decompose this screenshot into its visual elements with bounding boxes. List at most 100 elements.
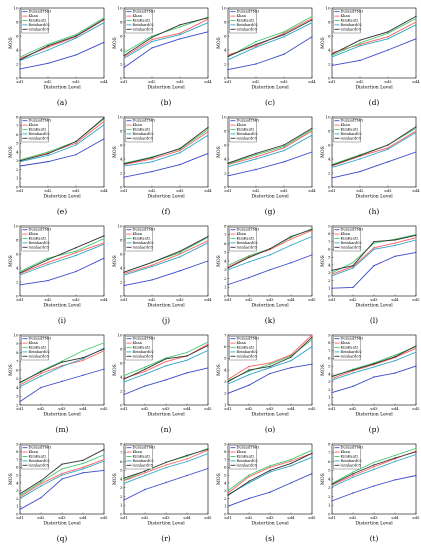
- y-axis-label: MOS: [216, 255, 222, 267]
- data-point: [311, 338, 313, 341]
- x-axis-label: Distortion Level: [147, 194, 185, 200]
- series-line-reinhard02: [227, 22, 313, 61]
- data-point: [394, 239, 396, 241]
- data-point: [373, 366, 375, 368]
- y-tick-label: 5: [16, 141, 19, 146]
- data-point: [352, 372, 354, 374]
- data-point: [331, 166, 333, 169]
- data-point: [103, 448, 105, 451]
- legend-box: [21, 227, 49, 252]
- data-point: [394, 354, 396, 356]
- data-point: [311, 134, 313, 136]
- legend-entry: reinhard05: [237, 245, 258, 249]
- data-point: [227, 283, 229, 286]
- data-point: [290, 462, 292, 465]
- data-point: [186, 359, 188, 361]
- x-tick-label: sd2: [37, 406, 45, 411]
- data-point: [227, 379, 229, 382]
- panel-label: (l): [370, 316, 378, 325]
- series-line-reinhard05: [331, 16, 417, 55]
- x-tick-label: sd2: [349, 515, 357, 520]
- y-axis-label: MOS: [112, 37, 118, 49]
- y-tick-label: 4: [224, 480, 227, 485]
- data-point: [179, 256, 181, 258]
- x-tick-label: sd5: [412, 406, 420, 411]
- data-point: [283, 36, 285, 38]
- legend-box: [229, 118, 257, 143]
- y-tick-label: 6: [16, 465, 19, 470]
- data-point: [311, 336, 313, 339]
- y-axis-ticks: 0 2 4 6 8 10: [221, 114, 230, 189]
- series-line-reinhard05: [123, 127, 209, 165]
- x-tick-label: sd2: [252, 188, 260, 193]
- data-point: [248, 261, 250, 263]
- data-point: [47, 160, 49, 163]
- y-tick-label: 4: [328, 156, 331, 161]
- x-axis-ticks: sd1 sd2 sd3 sd4: [120, 294, 212, 302]
- series-line-reinhard05: [19, 18, 105, 61]
- data-point: [123, 52, 125, 54]
- data-point: [331, 486, 333, 488]
- data-point: [40, 496, 42, 499]
- data-point: [207, 152, 209, 155]
- data-point: [151, 170, 153, 173]
- data-point: [269, 269, 271, 271]
- y-tick-label: 8: [224, 19, 227, 24]
- y-tick-label: 8: [224, 223, 227, 228]
- legend-entry: Khan: [29, 123, 39, 127]
- data-point: [123, 176, 125, 178]
- data-point: [207, 128, 209, 131]
- data-point: [186, 355, 188, 357]
- series-group: [19, 117, 105, 167]
- legend: DurandTMOKhanKimKautzReinhard02reinhard0…: [229, 118, 259, 143]
- data-point: [227, 380, 229, 383]
- y-axis-label: MOS: [320, 37, 326, 49]
- y-tick-label: 8: [224, 449, 227, 454]
- data-point: [331, 391, 333, 394]
- y-tick-label: 5: [328, 468, 331, 473]
- data-point: [123, 56, 125, 58]
- series-line-reinhard02: [19, 124, 105, 163]
- data-point: [373, 464, 375, 466]
- data-point: [103, 41, 105, 43]
- panel-g: 0 2 4 6 8 10 sd1 sd2 sd3 sd4 Distortion Level MOS Du…: [216, 114, 316, 216]
- y-tick-label: 8: [120, 346, 123, 351]
- series-line-reinhard05: [19, 117, 105, 162]
- data-point: [103, 237, 105, 240]
- x-axis-label: Distortion Level: [355, 521, 393, 527]
- series-group: [331, 126, 417, 179]
- legend-entry: reinhard05: [133, 245, 154, 249]
- legend: DurandTMOKhanKimKautzReinhard02reinhard0…: [229, 445, 259, 470]
- legend: DurandTMOKhanKimKautzReinhard02reinhard0…: [21, 118, 51, 143]
- data-point: [40, 372, 42, 375]
- data-point: [103, 242, 105, 244]
- data-point: [61, 380, 63, 383]
- data-point: [394, 359, 396, 362]
- legend-entry: KimKautz: [133, 128, 151, 132]
- legend-entry: reinhard05: [29, 27, 50, 31]
- y-tick-label: 3: [224, 379, 227, 384]
- data-point: [359, 154, 361, 157]
- y-tick-label: 8: [120, 128, 123, 133]
- data-point: [123, 54, 125, 57]
- y-tick-label: 4: [16, 47, 19, 52]
- data-point: [248, 369, 250, 371]
- data-point: [373, 242, 375, 244]
- data-point: [61, 365, 63, 368]
- y-tick-label: 9: [328, 223, 331, 228]
- legend: DurandTMOKhanKimKautzReinhard02reinhard0…: [125, 445, 155, 470]
- data-point: [311, 363, 313, 365]
- y-tick-label: 1: [16, 176, 19, 181]
- x-tick-label: sd5: [412, 515, 420, 520]
- legend-box: [125, 445, 153, 470]
- legend-entry: Reinhard02: [29, 132, 50, 136]
- data-point: [415, 447, 417, 450]
- y-tick-label: 4: [120, 476, 123, 481]
- y-tick-label: 0: [120, 293, 123, 298]
- data-point: [373, 376, 375, 378]
- y-tick-label: 8: [224, 128, 227, 133]
- y-tick-label: 1: [328, 286, 331, 291]
- data-point: [40, 479, 42, 482]
- x-tick-label: sd3: [370, 515, 378, 520]
- data-point: [290, 366, 292, 369]
